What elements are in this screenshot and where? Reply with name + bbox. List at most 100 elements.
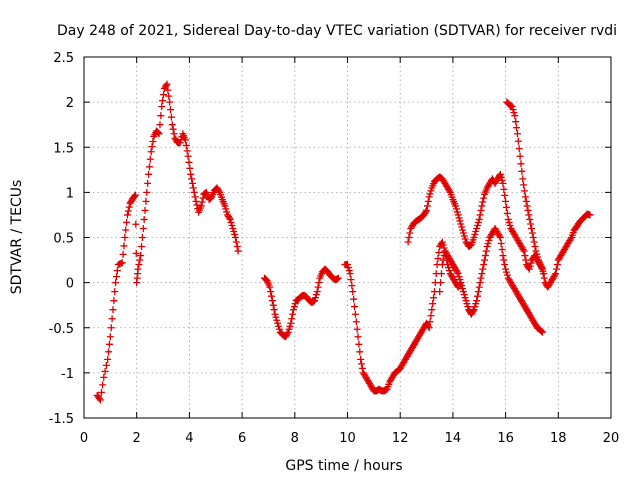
data-point	[347, 276, 355, 284]
data-point	[287, 319, 295, 327]
data-point	[138, 234, 146, 241]
data-point	[96, 396, 104, 404]
data-point	[183, 147, 191, 155]
data-point	[478, 270, 486, 278]
data-point	[474, 218, 482, 226]
data-point	[232, 234, 240, 241]
data-point	[506, 221, 514, 229]
data-point	[534, 253, 542, 261]
x-tick-label: 10	[339, 431, 356, 446]
data-point	[355, 340, 363, 348]
x-tick-label: 6	[238, 431, 246, 446]
data-point	[438, 261, 446, 269]
y-tick-label: 0	[66, 277, 74, 292]
data-point	[513, 130, 521, 138]
data-point	[480, 194, 488, 202]
data-point	[512, 118, 520, 126]
data-point	[165, 92, 173, 100]
data-point	[472, 227, 480, 235]
data-point	[424, 322, 432, 330]
data-point	[97, 388, 105, 396]
data-point	[222, 205, 230, 213]
data-point	[131, 191, 139, 199]
data-point	[268, 297, 276, 305]
data-point	[476, 211, 484, 219]
data-point	[289, 310, 297, 318]
data-point	[524, 206, 532, 214]
data-point	[520, 187, 528, 195]
data-point	[136, 256, 144, 264]
data-point	[289, 306, 297, 314]
data-point	[348, 282, 356, 290]
data-point	[311, 294, 319, 302]
series-segment-6	[503, 98, 548, 278]
data-point	[131, 192, 139, 200]
data-point	[311, 297, 319, 305]
data-point	[99, 381, 107, 389]
data-point	[538, 328, 546, 336]
data-point	[274, 319, 282, 327]
data-point	[453, 268, 461, 276]
data-point	[215, 187, 223, 195]
data-point	[529, 234, 537, 241]
data-point	[497, 173, 505, 181]
data-point	[102, 361, 110, 369]
data-point	[108, 315, 116, 323]
data-point	[473, 292, 481, 300]
data-point	[163, 80, 171, 88]
data-point	[288, 315, 296, 323]
data-point	[100, 373, 108, 381]
data-point	[345, 267, 353, 275]
data-point	[268, 292, 276, 300]
data-point	[477, 206, 485, 214]
data-point	[286, 322, 294, 330]
data-point	[291, 300, 299, 308]
data-point	[470, 234, 478, 241]
data-point	[357, 355, 365, 363]
data-point	[191, 193, 199, 201]
data-point	[427, 187, 435, 195]
data-point	[434, 255, 442, 263]
data-point	[426, 190, 434, 198]
data-point	[511, 112, 519, 120]
data-point	[502, 265, 510, 273]
data-point	[485, 237, 493, 245]
data-point	[500, 256, 508, 264]
data-point	[132, 249, 140, 257]
data-point	[428, 306, 436, 314]
data-point	[135, 261, 143, 269]
data-point	[272, 313, 280, 321]
data-point	[463, 300, 471, 308]
data-point	[498, 246, 506, 254]
data-point	[425, 324, 433, 332]
data-point	[112, 279, 120, 287]
data-point	[454, 270, 462, 278]
data-point	[423, 202, 431, 210]
data-point	[438, 238, 446, 246]
data-point	[266, 283, 274, 291]
x-tick-label: 4	[185, 431, 193, 446]
data-point	[514, 137, 522, 145]
x-axis-title: GPS time / hours	[285, 458, 402, 474]
data-point	[437, 270, 445, 278]
data-point	[427, 312, 435, 320]
data-point	[517, 160, 525, 168]
y-tick-label: 2.5	[53, 51, 74, 66]
data-point	[234, 247, 242, 255]
data-point	[121, 234, 129, 241]
data-point	[495, 232, 503, 240]
data-point	[430, 294, 438, 302]
data-point	[167, 106, 175, 114]
data-point	[125, 203, 133, 211]
data-point	[481, 256, 489, 264]
data-point	[532, 247, 540, 255]
data-point	[158, 103, 166, 111]
data-point	[314, 283, 322, 291]
data-point	[230, 227, 238, 235]
data-point	[227, 218, 235, 226]
data-point	[169, 125, 177, 133]
data-point	[226, 215, 234, 223]
x-tick-label: 18	[550, 431, 567, 446]
data-point	[166, 98, 174, 106]
data-point	[290, 303, 298, 311]
